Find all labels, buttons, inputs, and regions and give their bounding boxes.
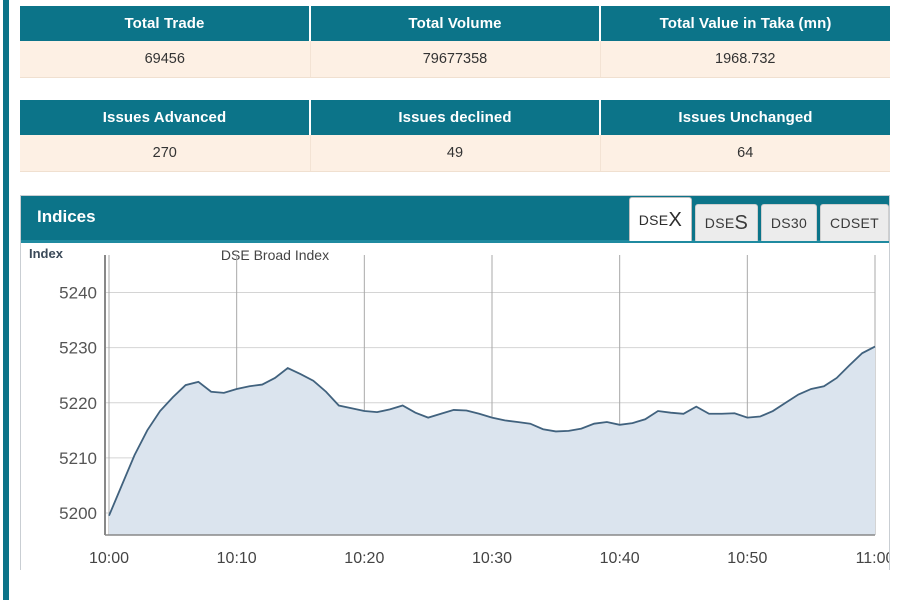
index-tab-strip: DSE X DSE S DS30 CDSET (626, 196, 889, 241)
tab-dsex-lead: DSE (638, 211, 669, 228)
value-total-volume: 79677358 (310, 41, 601, 78)
index-line (108, 345, 876, 517)
y-axis-tick-labels: 5200 5210 5220 5230 5240 (59, 284, 97, 523)
panel-title: Indices (37, 207, 96, 226)
table-row: 69456 79677358 1968.732 (20, 41, 890, 78)
chart-title: DSE Broad Index (220, 247, 330, 263)
svg-text:10:20: 10:20 (344, 550, 384, 567)
svg-text:5230: 5230 (59, 339, 97, 358)
column-header-issues-unchanged: Issues Unchanged (600, 100, 890, 135)
value-issues-advanced: 270 (20, 135, 311, 172)
svg-text:10:30: 10:30 (472, 550, 512, 567)
svg-text:5200: 5200 (59, 504, 97, 523)
svg-text:10:10: 10:10 (217, 550, 257, 567)
index-chart[interactable]: Index DSE Broad Index 5200 5210 5220 5230 52… (21, 243, 889, 571)
tab-dsex-accent: X (668, 208, 682, 231)
table-header-row: Issues Advanced Issues declined Issues U… (20, 100, 890, 135)
table-row: 270 49 64 (20, 135, 890, 172)
svg-text:5240: 5240 (59, 284, 97, 303)
value-total-value: 1968.732 (600, 41, 890, 78)
svg-text:5210: 5210 (59, 449, 97, 468)
tab-dses[interactable]: DSE S (694, 204, 758, 241)
y-axis-title: Index (29, 246, 63, 261)
column-header-issues-declined: Issues declined (310, 100, 601, 135)
tab-cdset-label: CDSET (830, 215, 879, 231)
issues-summary-table: Issues Advanced Issues declined Issues U… (20, 100, 890, 172)
column-header-total-trade: Total Trade (20, 6, 311, 41)
indices-panel-header: Indices DSE X DSE S DS30 CDSET (21, 196, 889, 243)
chart-plot: 5200 5210 5220 5230 5240 10:00 10:10 10:20 10:3… (59, 255, 889, 567)
column-header-total-value: Total Value in Taka (mn) (600, 6, 890, 41)
x-axis-tick-labels: 10:00 10:10 10:20 10:30 10:40 10:50 11:00 (89, 550, 889, 567)
tab-ds30-label: DS30 (770, 215, 808, 231)
svg-text:5220: 5220 (59, 394, 97, 413)
tab-ds30[interactable]: DS30 (760, 204, 818, 241)
value-issues-declined: 49 (310, 135, 601, 172)
column-header-issues-advanced: Issues Advanced (20, 100, 311, 135)
table-header-row: Total Trade Total Volume Total Value in … (20, 6, 890, 41)
area-fill (109, 346, 875, 535)
value-issues-unchanged: 64 (600, 135, 890, 172)
tab-dses-lead: DSE (704, 215, 735, 231)
column-header-total-volume: Total Volume (310, 6, 601, 41)
svg-text:10:50: 10:50 (727, 550, 767, 567)
tab-cdset[interactable]: CDSET (820, 204, 889, 241)
svg-text:10:40: 10:40 (600, 550, 640, 567)
market-summary-table: Total Trade Total Volume Total Value in … (20, 6, 890, 78)
left-accent-stripe (3, 0, 9, 600)
svg-text:11:00: 11:00 (856, 550, 889, 567)
tab-dsex[interactable]: DSE X (628, 197, 692, 241)
value-total-trade: 69456 (20, 41, 311, 78)
tab-dses-accent: S (734, 212, 748, 234)
indices-panel: Indices DSE X DSE S DS30 CDSET Index DSE B… (20, 195, 890, 571)
svg-text:10:00: 10:00 (89, 550, 129, 567)
